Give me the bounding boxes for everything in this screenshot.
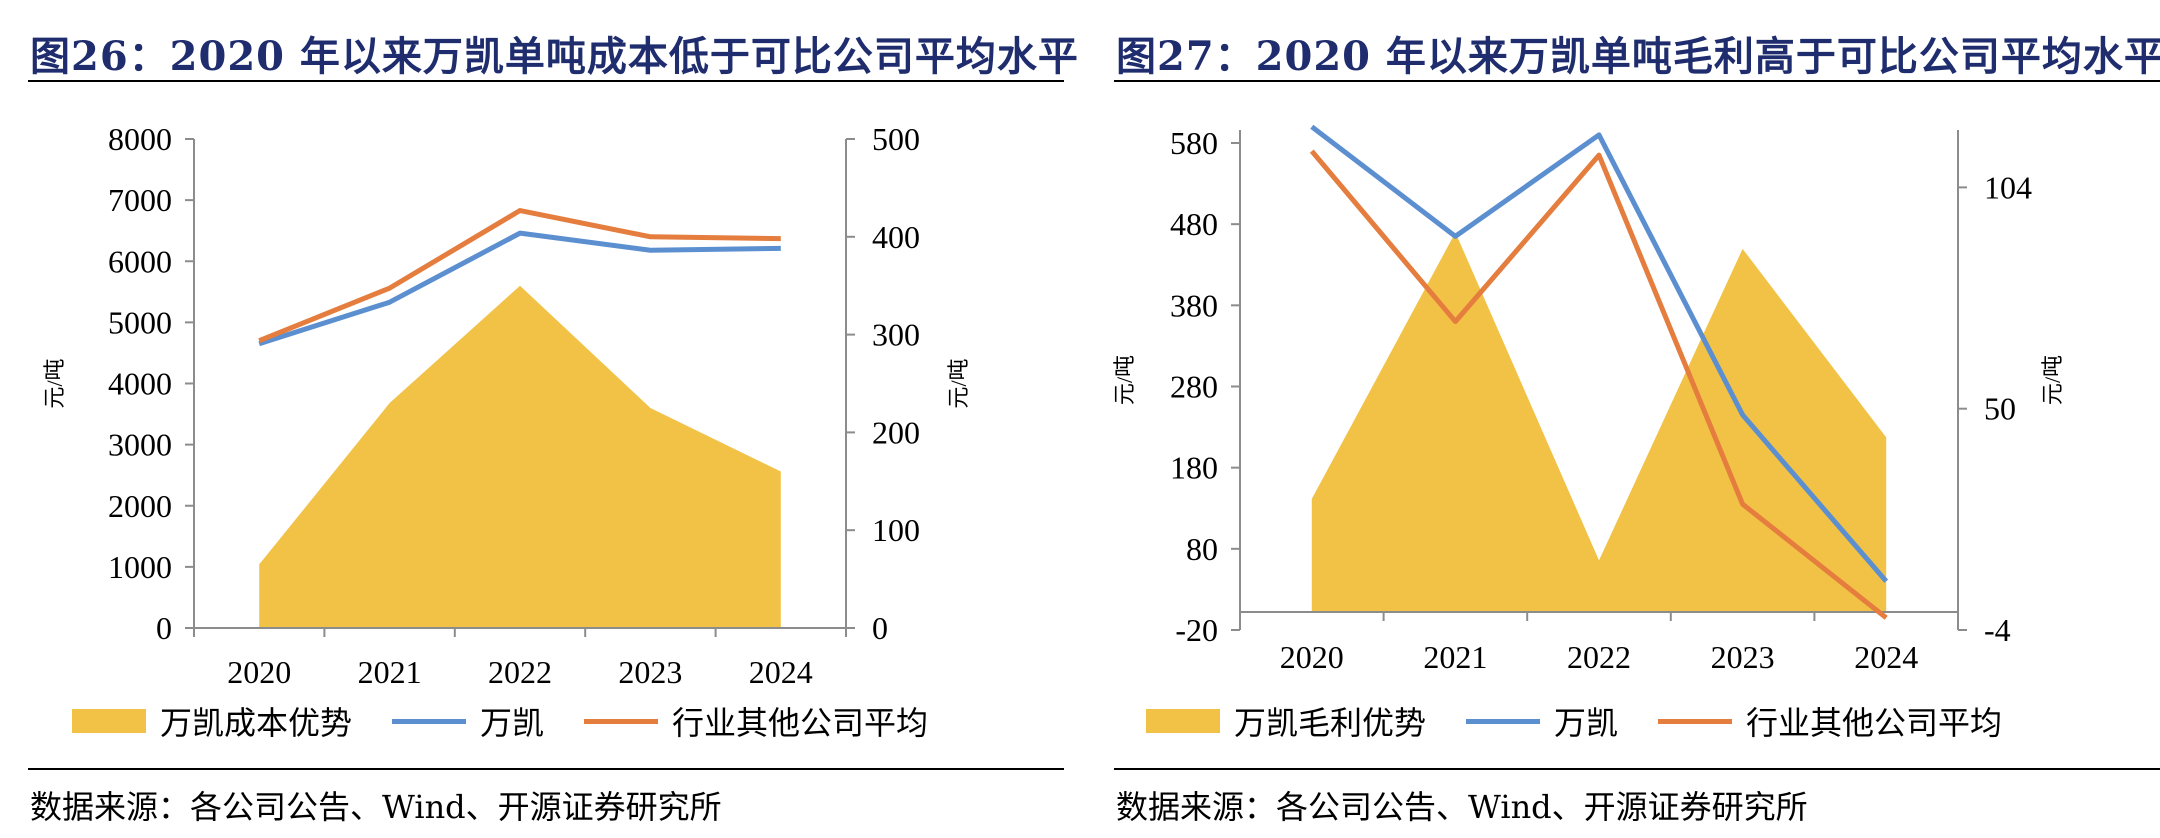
y-tick-label: 180 bbox=[1170, 450, 1218, 486]
y2-tick-label: 400 bbox=[872, 219, 920, 255]
x-tick-label: 2023 bbox=[1711, 639, 1775, 675]
bottom-divider bbox=[1114, 768, 2160, 770]
legend-item-industry: 行业其他公司平均 bbox=[1658, 698, 2002, 744]
x-tick-label: 2020 bbox=[227, 654, 291, 690]
legend-item-area: 万凯毛利优势 bbox=[1146, 698, 1426, 744]
legend-label: 万凯 bbox=[480, 704, 545, 742]
y2-tick-label: 50 bbox=[1984, 391, 2016, 427]
chart-panel-cost: 图26：2020 年以来万凯单吨成本低于可比公司平均水平 0 1000 2000 30… bbox=[0, 0, 1078, 838]
y2-axis-label: 元/吨 bbox=[946, 358, 971, 408]
chart-panel-margin: 图27：2020 年以来万凯单吨毛利高于可比公司平均水平 -20 80 180 280… bbox=[1108, 0, 2160, 838]
y2-axis-label: 元/吨 bbox=[2040, 355, 2065, 405]
title-divider bbox=[28, 80, 1064, 82]
x-tick-label: 2024 bbox=[1854, 639, 1918, 675]
y-tick-label: 80 bbox=[1186, 531, 1218, 567]
legend-swatch-area bbox=[72, 709, 146, 733]
y-tick-label: 2000 bbox=[108, 488, 172, 524]
legend-label: 行业其他公司平均 bbox=[1746, 704, 2003, 742]
chart-title: 图27：2020 年以来万凯单吨毛利高于可比公司平均水平 bbox=[1116, 33, 2160, 80]
line-series-行业其他公司平均 bbox=[258, 208, 781, 344]
y2-tick-label: 300 bbox=[872, 317, 920, 353]
y-tick-label: 7000 bbox=[108, 182, 172, 218]
legend-swatch-line bbox=[1658, 718, 1733, 724]
y2-tick-label: 500 bbox=[872, 121, 920, 157]
y-tick-label: 0 bbox=[156, 610, 172, 646]
y-tick-label: 5000 bbox=[108, 304, 172, 340]
y2-tick-label: 200 bbox=[872, 414, 920, 450]
y-tick-label: 6000 bbox=[108, 243, 172, 279]
source-note: 数据来源：各公司公告、Wind、开源证券研究所 bbox=[30, 788, 722, 826]
bottom-divider bbox=[28, 768, 1064, 770]
x-tick-label: 2022 bbox=[488, 654, 552, 690]
line-series-万凯 bbox=[1310, 124, 1889, 583]
y2-tick-label: 100 bbox=[872, 512, 920, 548]
legend-item-industry: 行业其他公司平均 bbox=[584, 698, 928, 744]
y-tick-label: 3000 bbox=[108, 427, 172, 463]
y-tick-label: 1000 bbox=[108, 549, 172, 585]
legend-swatch-area bbox=[1146, 709, 1220, 733]
area-series-万凯成本优势 bbox=[259, 285, 781, 628]
legend-label: 万凯成本优势 bbox=[160, 704, 353, 742]
legend-swatch-line bbox=[392, 718, 467, 724]
y-tick-label: 4000 bbox=[108, 366, 172, 402]
y-tick-label: 280 bbox=[1170, 368, 1218, 404]
y-tick-label: 580 bbox=[1170, 125, 1218, 161]
x-tick-label: 2021 bbox=[358, 654, 422, 690]
legend-item-wankai: 万凯 bbox=[392, 698, 544, 744]
line-series-行业其他公司平均 bbox=[1309, 149, 1888, 620]
margin-chart-svg: -20 80 180 280 380 480 580 -4 50 104 2020 2021 2022 2… bbox=[1112, 124, 2065, 675]
legend-label: 行业其他公司平均 bbox=[672, 704, 929, 742]
x-tick-label: 2024 bbox=[749, 654, 813, 690]
y2-tick-label: -4 bbox=[1984, 612, 2011, 648]
y2-tick-label: 104 bbox=[1984, 169, 2032, 205]
legend-label: 万凯毛利优势 bbox=[1234, 704, 1427, 742]
y2-tick-label: 0 bbox=[872, 610, 888, 646]
x-tick-label: 2020 bbox=[1280, 639, 1344, 675]
y-tick-label: -20 bbox=[1175, 612, 1218, 648]
legend-item-wankai: 万凯 bbox=[1466, 698, 1618, 744]
area-series-万凯毛利优势 bbox=[1311, 232, 1887, 612]
y-tick-label: 480 bbox=[1170, 206, 1218, 242]
chart-legend: 万凯毛利优势 万凯 行业其他公司平均 bbox=[1146, 698, 2042, 744]
legend-item-area: 万凯成本优势 bbox=[72, 698, 352, 744]
x-tick-label: 2023 bbox=[618, 654, 682, 690]
cost-chart-svg: 0 1000 2000 3000 4000 5000 6000 7000 8000 0 100 200… bbox=[42, 121, 971, 690]
legend-label: 万凯 bbox=[1554, 704, 1619, 742]
title-divider bbox=[1114, 80, 2160, 82]
y-axis-label: 元/吨 bbox=[42, 358, 67, 408]
legend-swatch-line bbox=[584, 718, 659, 724]
line-series-万凯 bbox=[258, 230, 781, 347]
legend-swatch-line bbox=[1466, 718, 1541, 724]
y-axis-label: 元/吨 bbox=[1112, 355, 1137, 405]
x-tick-label: 2022 bbox=[1567, 639, 1631, 675]
chart-title: 图26：2020 年以来万凯单吨成本低于可比公司平均水平 bbox=[30, 33, 1079, 80]
chart-legend: 万凯成本优势 万凯 行业其他公司平均 bbox=[72, 698, 968, 744]
source-note: 数据来源：各公司公告、Wind、开源证券研究所 bbox=[1116, 788, 1808, 826]
y-tick-label: 380 bbox=[1170, 287, 1218, 323]
y-tick-label: 8000 bbox=[108, 121, 172, 157]
x-tick-label: 2021 bbox=[1423, 639, 1487, 675]
